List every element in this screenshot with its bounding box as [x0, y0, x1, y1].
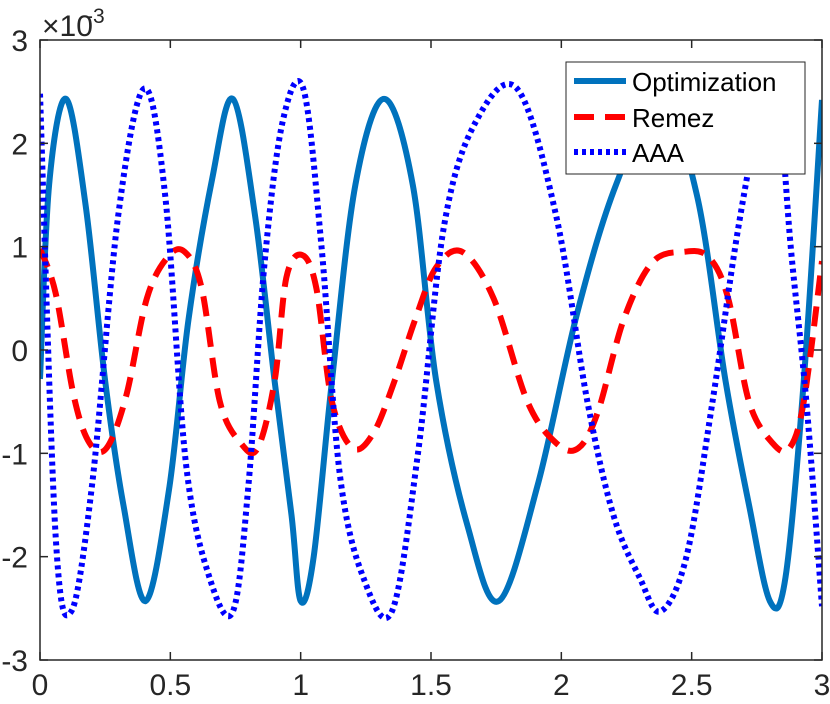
ticks-layer: 0 0.5 1 1.5 2 2.5 3 -3 -2 -1 0 1 2 3 [1, 25, 830, 702]
y-tick-label: -2 [1, 542, 28, 575]
y-multiplier-base: ×10 [42, 10, 93, 43]
y-tick-label: -3 [1, 645, 28, 678]
legend-label-aaa: AAA [632, 138, 685, 168]
series-line-optimization [40, 95, 822, 612]
series-line-remez [40, 246, 822, 457]
y-axis-multiplier: ×10 -3 [42, 5, 105, 43]
y-tick-label: 0 [11, 335, 28, 368]
x-tick-label: 3 [814, 669, 830, 702]
x-tick-label: 1.5 [410, 669, 452, 702]
x-tick-label: 0 [32, 669, 49, 702]
y-tick-label: 1 [11, 232, 28, 265]
x-tick-label: 2.5 [671, 669, 713, 702]
legend: Optimization Remez AAA [565, 61, 806, 175]
y-tick-label: 3 [11, 25, 28, 58]
legend-label-remez: Remez [632, 103, 714, 133]
y-tick-label: -1 [1, 438, 28, 471]
series-layer [40, 68, 822, 622]
x-tick-label: 1 [292, 669, 309, 702]
legend-label-optimization: Optimization [632, 67, 777, 97]
y-multiplier-exponent: -3 [86, 5, 105, 28]
x-tick-label: 2 [553, 669, 570, 702]
y-tick-label: 2 [11, 128, 28, 161]
x-tick-label: 0.5 [149, 669, 191, 702]
